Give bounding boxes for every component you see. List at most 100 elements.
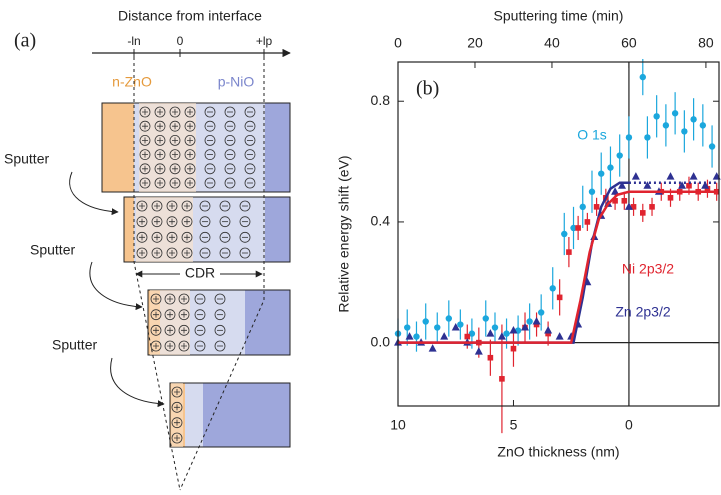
plus-sign	[169, 234, 175, 241]
plus-sign	[174, 419, 180, 426]
point	[503, 330, 510, 337]
point	[690, 116, 697, 123]
x2-tick-label: 40	[544, 35, 560, 51]
acceptor-ion	[199, 200, 211, 212]
donor-ion	[169, 177, 181, 189]
donor-ion	[164, 293, 176, 305]
donor-ion	[164, 340, 176, 352]
x-tick-label: 0	[625, 417, 633, 433]
donor-ion	[136, 200, 148, 212]
plus-sign	[172, 137, 178, 144]
donor-ion	[169, 163, 181, 175]
cdr-label: CDR	[185, 265, 215, 281]
plus-sign	[142, 180, 148, 186]
donor-ion	[139, 163, 151, 175]
donor-ion	[169, 149, 181, 161]
acceptor-ion	[244, 177, 256, 189]
point	[689, 172, 698, 180]
plus-sign	[153, 327, 159, 334]
plus-sign	[153, 296, 159, 302]
donor-ion	[184, 120, 196, 132]
series-label: Zn 2p3/2	[615, 304, 670, 320]
point	[545, 330, 551, 337]
plus-sign	[187, 180, 193, 186]
donor-ion	[139, 134, 151, 146]
sputter-label: Sputter	[4, 151, 49, 167]
donor-ion	[136, 231, 148, 243]
plus-sign	[187, 109, 193, 115]
y-tick-label: 0.8	[371, 92, 391, 108]
acceptor-ion	[204, 149, 216, 161]
cdr-bg	[180, 266, 220, 282]
point	[666, 172, 675, 180]
series-label: O 1s	[577, 127, 607, 143]
point	[482, 315, 489, 322]
plus-sign	[181, 311, 187, 318]
donor-ion	[178, 324, 190, 336]
point	[686, 182, 692, 189]
donor-ion	[151, 231, 163, 243]
acceptor-ion	[244, 134, 256, 146]
point	[662, 122, 670, 129]
y-tick-label: 0.0	[371, 333, 391, 349]
plus-sign	[142, 151, 148, 158]
donor-ion	[184, 163, 196, 175]
donor-ion	[171, 386, 183, 398]
point	[667, 194, 674, 201]
acceptor-ion	[204, 177, 216, 189]
point	[556, 294, 563, 301]
panel-a: (a) Distance from interface -ln 0 +lp n-…	[4, 8, 291, 491]
tick-label: -ln	[127, 34, 140, 48]
plus-sign	[167, 296, 173, 302]
plus-sign	[157, 180, 163, 186]
point	[653, 113, 660, 120]
point	[468, 330, 476, 337]
donor-ion	[178, 293, 190, 305]
donor-ion	[169, 106, 181, 118]
x-tick-label: 10	[390, 417, 406, 433]
donor-ion	[184, 134, 196, 146]
donor-ion	[169, 134, 181, 146]
plus-zone	[136, 197, 193, 262]
donor-ion	[171, 432, 183, 444]
donor-ion	[184, 106, 196, 118]
sputter-label: Sputter	[52, 337, 97, 353]
plus-sign	[139, 203, 145, 209]
acceptor-ion	[224, 177, 236, 189]
acceptor-ion	[239, 200, 251, 212]
plus-sign	[187, 123, 193, 130]
plus-zone	[171, 383, 183, 447]
p-label: p-NiO	[218, 74, 255, 90]
plus-sign	[142, 137, 148, 144]
plus-sign	[181, 296, 187, 302]
point	[584, 219, 591, 225]
plus-sign	[157, 137, 163, 144]
box-outline	[169, 382, 291, 448]
point	[537, 309, 545, 316]
point	[413, 333, 420, 340]
donor-ion	[136, 247, 148, 259]
acceptor-ion	[219, 216, 231, 228]
point	[639, 210, 646, 216]
acceptor-ion	[214, 309, 226, 321]
point	[671, 110, 679, 117]
donor-ion	[178, 309, 190, 321]
dashed-guide	[133, 57, 181, 491]
donor-ion	[184, 177, 196, 189]
point	[509, 326, 518, 334]
acceptor-ion	[194, 293, 206, 305]
acceptor-ion	[204, 120, 216, 132]
plus-sign	[142, 123, 148, 130]
x-axis-title: ZnO thickness (nm)	[497, 444, 619, 460]
acceptor-ion	[239, 247, 251, 259]
x2-tick-label: 0	[394, 35, 402, 51]
nio-region	[245, 290, 290, 355]
donor-ion	[139, 149, 151, 161]
point	[588, 188, 596, 195]
donor-ion	[164, 324, 176, 336]
acceptor-ion	[214, 340, 226, 352]
donor-ion	[166, 216, 178, 228]
donor-ion	[139, 120, 151, 132]
donor-ion	[136, 216, 148, 228]
dashed-guide	[179, 57, 265, 491]
